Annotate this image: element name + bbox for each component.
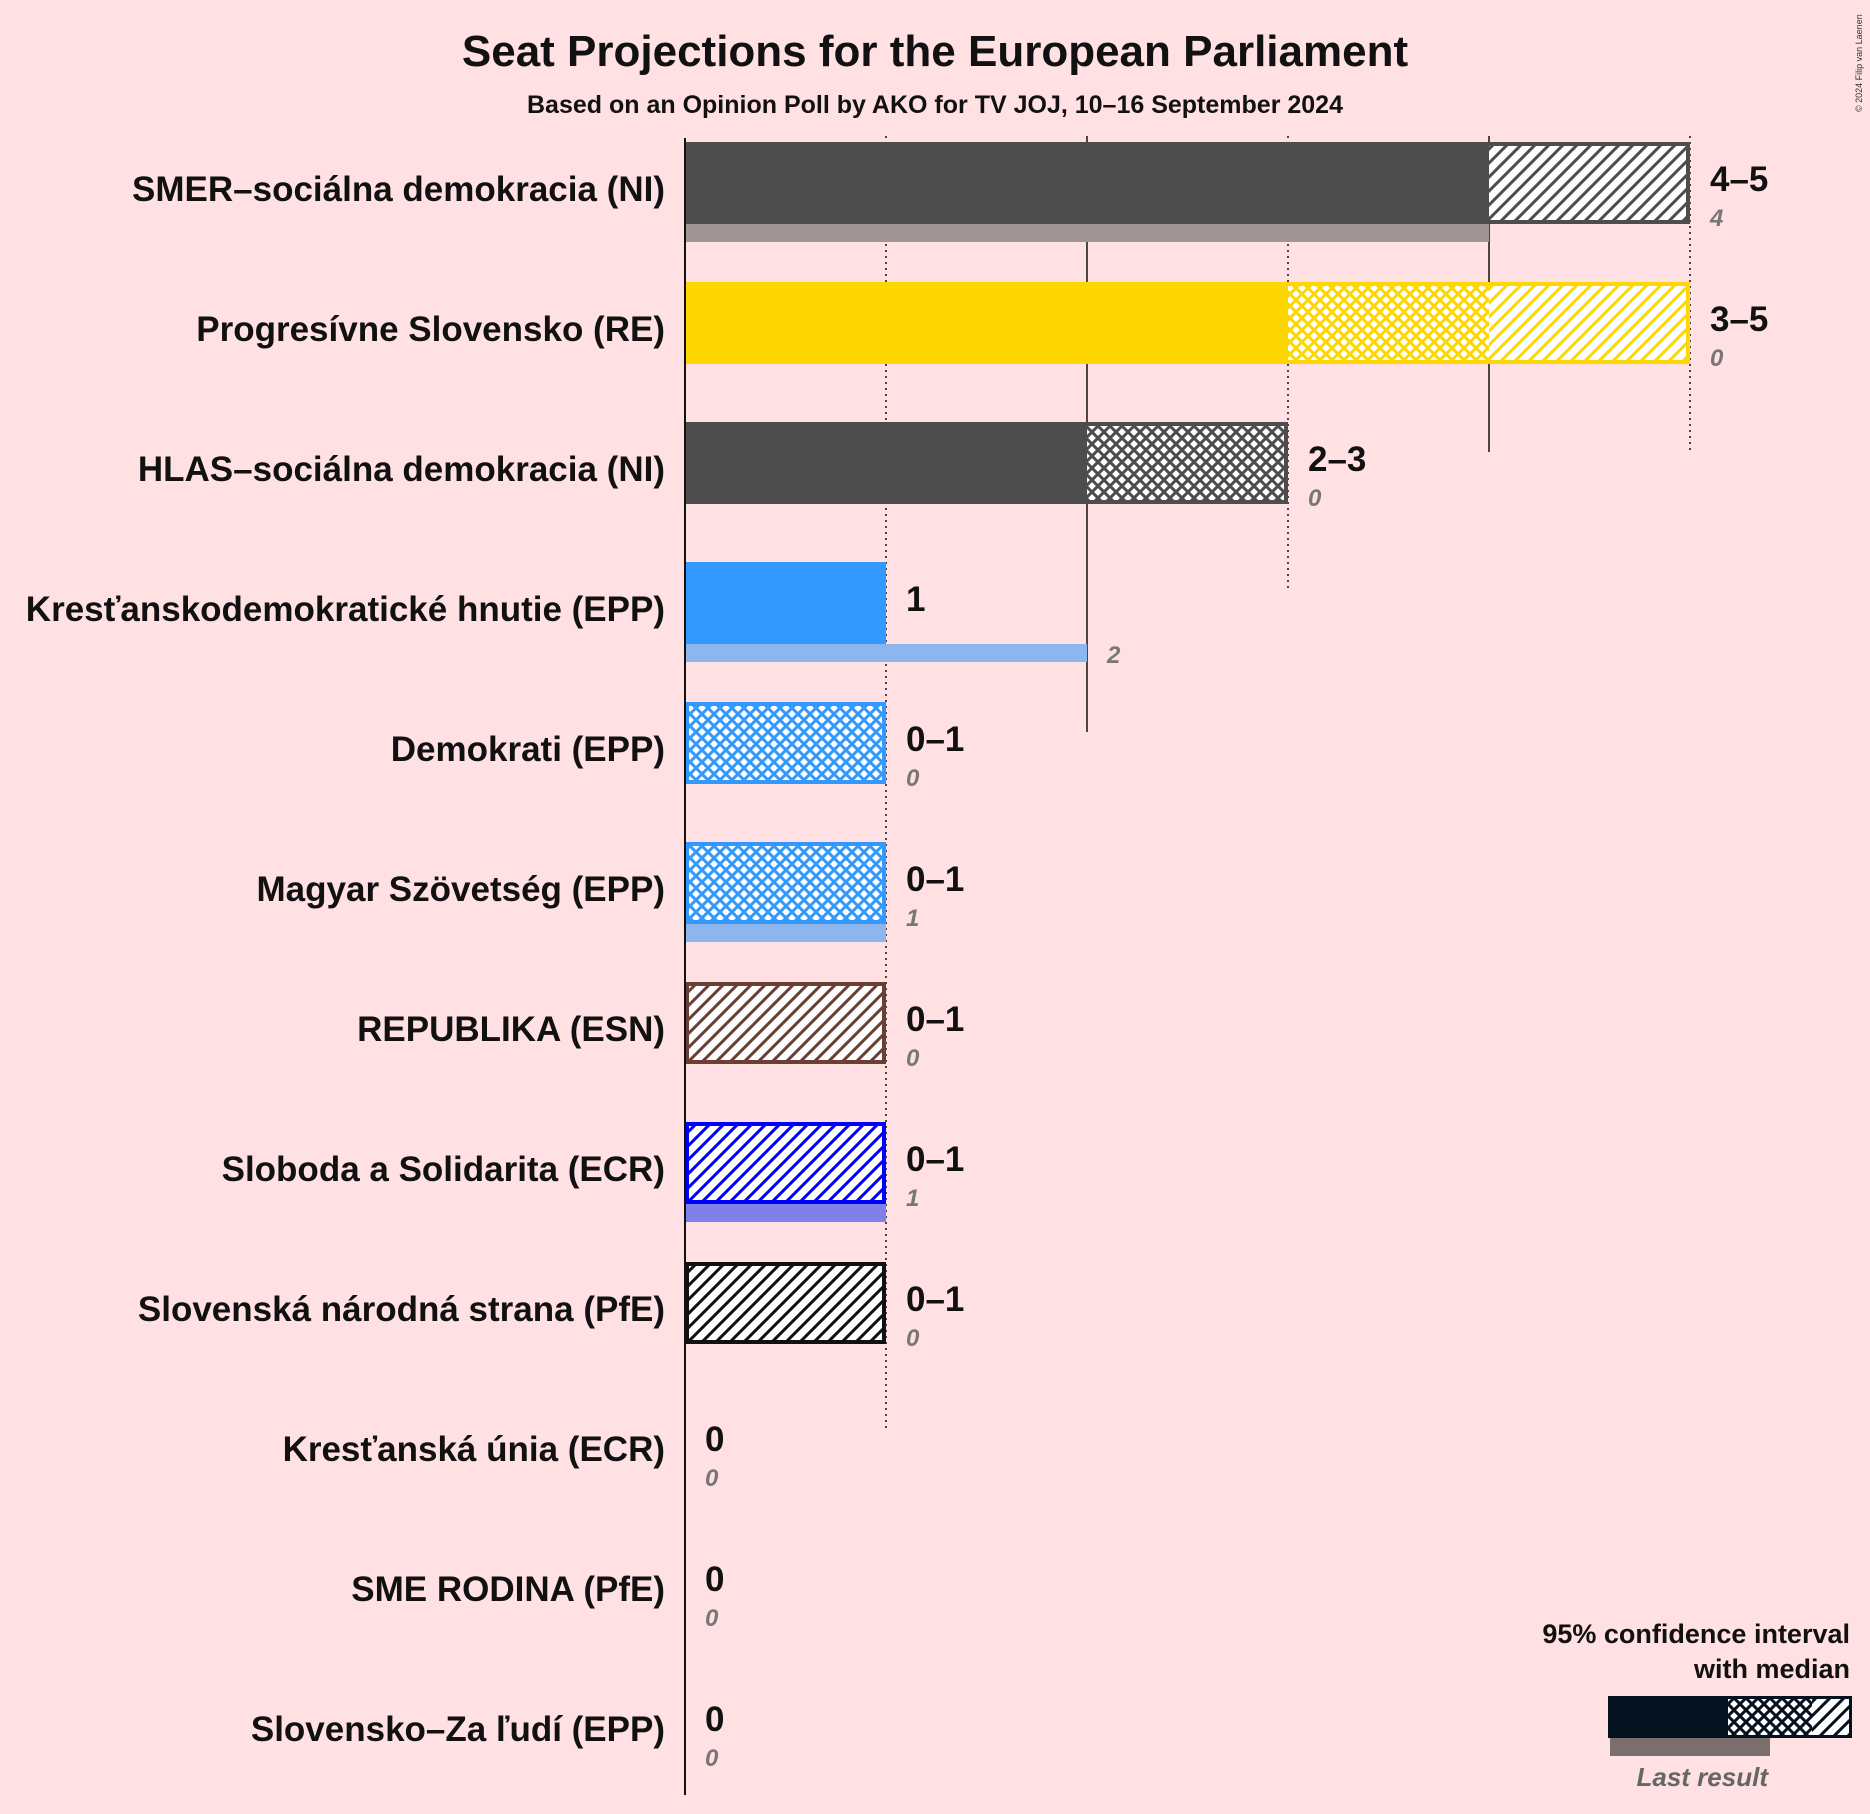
last-result-label: 0 (705, 1605, 719, 1632)
last-result-label: 1 (906, 905, 919, 932)
party-label: REPUBLIKA (ESN) (357, 1010, 665, 1049)
last-result-bar (685, 224, 1489, 242)
diagonal-bar (685, 982, 886, 1064)
range-label: 1 (906, 580, 925, 619)
last-result-bar (685, 644, 1087, 662)
last-result-label: 0 (705, 1745, 719, 1772)
solid-bar (685, 562, 886, 644)
legend-crosshatch-bar (1728, 1696, 1812, 1738)
bar-outline (685, 842, 886, 924)
party-row: Kresťanská únia (ECR) 0 0 (283, 1420, 725, 1492)
last-result-label: 0 (705, 1465, 719, 1492)
range-label: 0–1 (906, 720, 964, 759)
party-label: HLAS–sociálna demokracia (NI) (138, 450, 665, 489)
party-row: Slovensko–Za ľudí (EPP) 0 0 (251, 1700, 725, 1772)
party-row: Sloboda a Solidarita (ECR) 0–1 1 (222, 1122, 964, 1222)
party-row: Magyar Szövetség (EPP) 0–1 1 (257, 842, 964, 942)
legend-title-line1: 95% confidence interval (1542, 1619, 1850, 1649)
last-result-label: 2 (1106, 642, 1121, 669)
party-row: Slovenská národná strana (PfE) 0–1 0 (138, 1262, 964, 1352)
party-row: REPUBLIKA (ESN) 0–1 0 (357, 982, 964, 1072)
last-result-label: 0 (1308, 485, 1322, 512)
bar-outline (685, 1122, 886, 1204)
bar-outline (685, 422, 1288, 504)
solid-bar (685, 282, 1288, 364)
chart-subtitle: Based on an Opinion Poll by AKO for TV J… (527, 91, 1343, 119)
crosshatch-bar (1087, 422, 1288, 504)
legend-outline (1608, 1696, 1852, 1738)
solid-bar (685, 142, 1489, 224)
legend-title-line2: with median (1693, 1654, 1850, 1684)
crosshatch-bar (1288, 282, 1489, 364)
legend-swatch (1608, 1696, 1852, 1756)
party-label: SME RODINA (PfE) (351, 1570, 665, 1609)
last-result-bar (685, 1204, 886, 1222)
crosshatch-bar (685, 702, 886, 784)
party-label: Kresťanská únia (ECR) (283, 1430, 665, 1469)
last-result-label: 0 (1710, 345, 1724, 372)
party-label: Kresťanskodemokratické hnutie (EPP) (26, 590, 665, 629)
party-row: Demokrati (EPP) 0–1 0 (391, 702, 964, 792)
party-label: Demokrati (EPP) (391, 730, 665, 769)
range-label: 0–1 (906, 860, 964, 899)
diagonal-bar (1489, 142, 1690, 224)
last-result-label: 4 (1709, 205, 1723, 232)
range-label: 0–1 (906, 1140, 964, 1179)
crosshatch-bar (685, 842, 886, 924)
party-label: Magyar Szövetség (EPP) (257, 870, 665, 909)
party-label: SMER–sociálna demokracia (NI) (132, 170, 665, 209)
range-label: 0–1 (906, 1000, 964, 1039)
range-label: 0 (705, 1700, 724, 1739)
diagonal-bar (685, 1122, 886, 1204)
party-label: Slovensko–Za ľudí (EPP) (251, 1710, 665, 1749)
bar-outline (685, 1262, 886, 1344)
last-result-label: 0 (906, 765, 920, 792)
range-label: 4–5 (1710, 160, 1768, 199)
legend-last-result-label: Last result (1637, 1762, 1770, 1792)
solid-bar (685, 422, 1087, 504)
party-row: HLAS–sociálna demokracia (NI) 2–3 0 (138, 422, 1366, 512)
legend-solid-bar (1608, 1696, 1728, 1738)
last-result-bar (685, 924, 886, 942)
range-label: 3–5 (1710, 300, 1768, 339)
party-label: Sloboda a Solidarita (ECR) (222, 1150, 665, 1189)
party-label: Progresívne Slovensko (RE) (196, 310, 665, 349)
legend-last-result-bar (1610, 1738, 1770, 1756)
bar-rows: SMER–sociálna demokracia (NI) 4–5 4 Progres… (26, 142, 1768, 1772)
last-result-label: 1 (906, 1185, 919, 1212)
legend-diagonal-bar (1812, 1696, 1852, 1738)
diagonal-bar (1489, 282, 1690, 364)
party-label: Slovenská národná strana (PfE) (138, 1290, 665, 1329)
copyright-note: © 2024 Filip van Laenen (1854, 14, 1864, 112)
party-row: Progresívne Slovensko (RE) 3–5 0 (196, 282, 1768, 372)
range-label: 0 (705, 1420, 724, 1459)
range-label: 0–1 (906, 1280, 964, 1319)
bar-outline (685, 142, 1690, 224)
party-row: Kresťanskodemokratické hnutie (EPP) 1 2 (26, 562, 1121, 669)
last-result-label: 0 (906, 1045, 920, 1072)
legend: 95% confidence interval with median Last… (1542, 1619, 1852, 1792)
bar-outline (685, 282, 1690, 364)
last-result-label: 0 (906, 1325, 920, 1352)
party-row: SME RODINA (PfE) 0 0 (351, 1560, 724, 1632)
range-label: 2–3 (1308, 440, 1366, 479)
range-label: 0 (705, 1560, 724, 1599)
bar-outline (685, 702, 886, 784)
party-row: SMER–sociálna demokracia (NI) 4–5 4 (132, 142, 1768, 242)
chart-title: Seat Projections for the European Parlia… (462, 27, 1409, 76)
bar-outline (685, 982, 886, 1064)
diagonal-bar (685, 1262, 886, 1344)
